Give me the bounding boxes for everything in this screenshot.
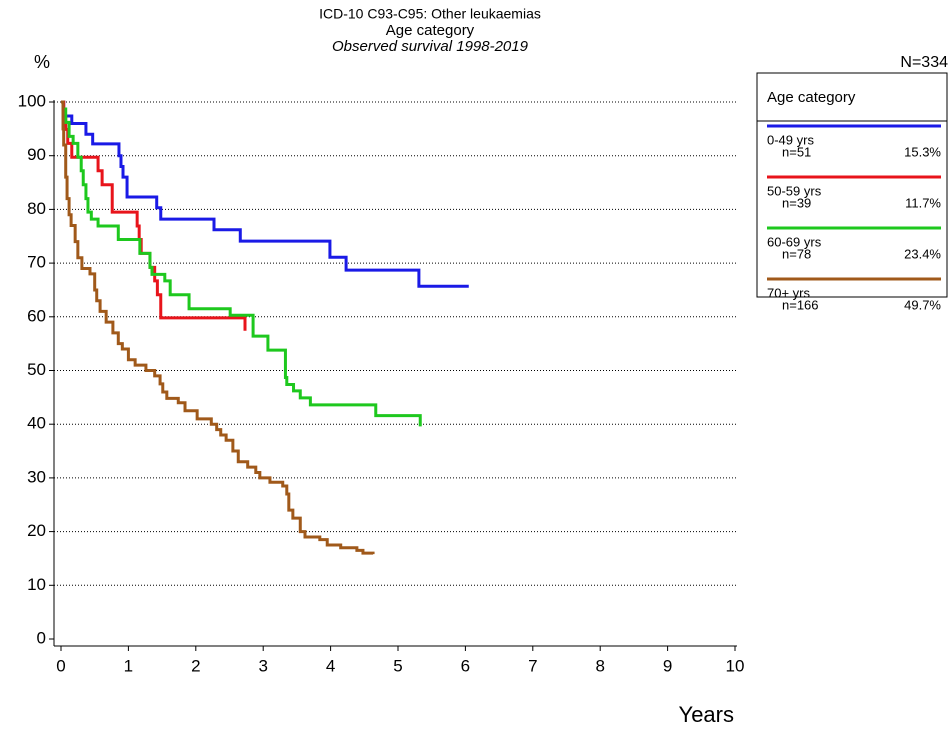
legend-share: 15.3% bbox=[904, 144, 941, 159]
x-tick-label: 5 bbox=[393, 656, 402, 675]
survival-curve bbox=[61, 100, 375, 555]
survival-curve bbox=[61, 100, 247, 331]
legend-box bbox=[756, 72, 948, 298]
legend-share: 11.7% bbox=[905, 195, 941, 210]
x-axis-label: Years bbox=[679, 702, 734, 727]
y-tick-label: 60 bbox=[27, 306, 46, 325]
legend-count: n=166 bbox=[782, 297, 819, 312]
x-tick-label: 6 bbox=[461, 656, 470, 675]
chart-caption: Observed survival 1998-2019 bbox=[332, 38, 529, 55]
legend-share: 49.7% bbox=[904, 297, 941, 312]
survival-curve bbox=[61, 100, 469, 288]
x-tick-label: 7 bbox=[528, 656, 537, 675]
x-tick-label: 1 bbox=[124, 656, 133, 675]
x-tick-label: 4 bbox=[326, 656, 335, 675]
survival-curve bbox=[61, 100, 422, 427]
x-tick-label: 3 bbox=[258, 656, 267, 675]
legend-label: 50-59 yrs bbox=[767, 183, 822, 198]
y-axis-label: % bbox=[34, 52, 50, 72]
y-tick-label: 0 bbox=[37, 628, 46, 647]
legend-share: 23.4% bbox=[904, 246, 941, 261]
y-tick-label: 80 bbox=[27, 199, 46, 218]
x-tick-label: 0 bbox=[56, 656, 65, 675]
y-tick-label: 10 bbox=[27, 575, 46, 594]
x-tick-label: 8 bbox=[595, 656, 604, 675]
total-count: N=334 bbox=[900, 54, 948, 71]
x-tick-label: 10 bbox=[726, 656, 745, 675]
legend-label: 60-69 yrs bbox=[767, 234, 822, 249]
y-tick-label: 50 bbox=[27, 360, 46, 379]
chart-title: ICD-10 C93-C95: Other leukaemias bbox=[319, 6, 541, 22]
y-tick-label: 30 bbox=[27, 467, 46, 486]
legend-label: 70+ yrs bbox=[767, 285, 810, 300]
y-tick-label: 40 bbox=[27, 414, 46, 433]
legend-count: n=78 bbox=[782, 246, 811, 261]
x-tick-label: 2 bbox=[191, 656, 200, 675]
legend-count: n=39 bbox=[782, 195, 811, 210]
chart-subtitle: Age category bbox=[386, 22, 475, 39]
y-tick-label: 20 bbox=[27, 521, 46, 540]
y-tick-label: 90 bbox=[27, 145, 46, 164]
x-tick-label: 9 bbox=[663, 656, 672, 675]
legend-label: 0-49 yrs bbox=[767, 132, 814, 147]
legend-title: Age category bbox=[767, 89, 856, 106]
y-tick-label: 100 bbox=[18, 91, 46, 110]
legend-count: n=51 bbox=[782, 144, 811, 159]
y-tick-label: 70 bbox=[27, 253, 46, 272]
